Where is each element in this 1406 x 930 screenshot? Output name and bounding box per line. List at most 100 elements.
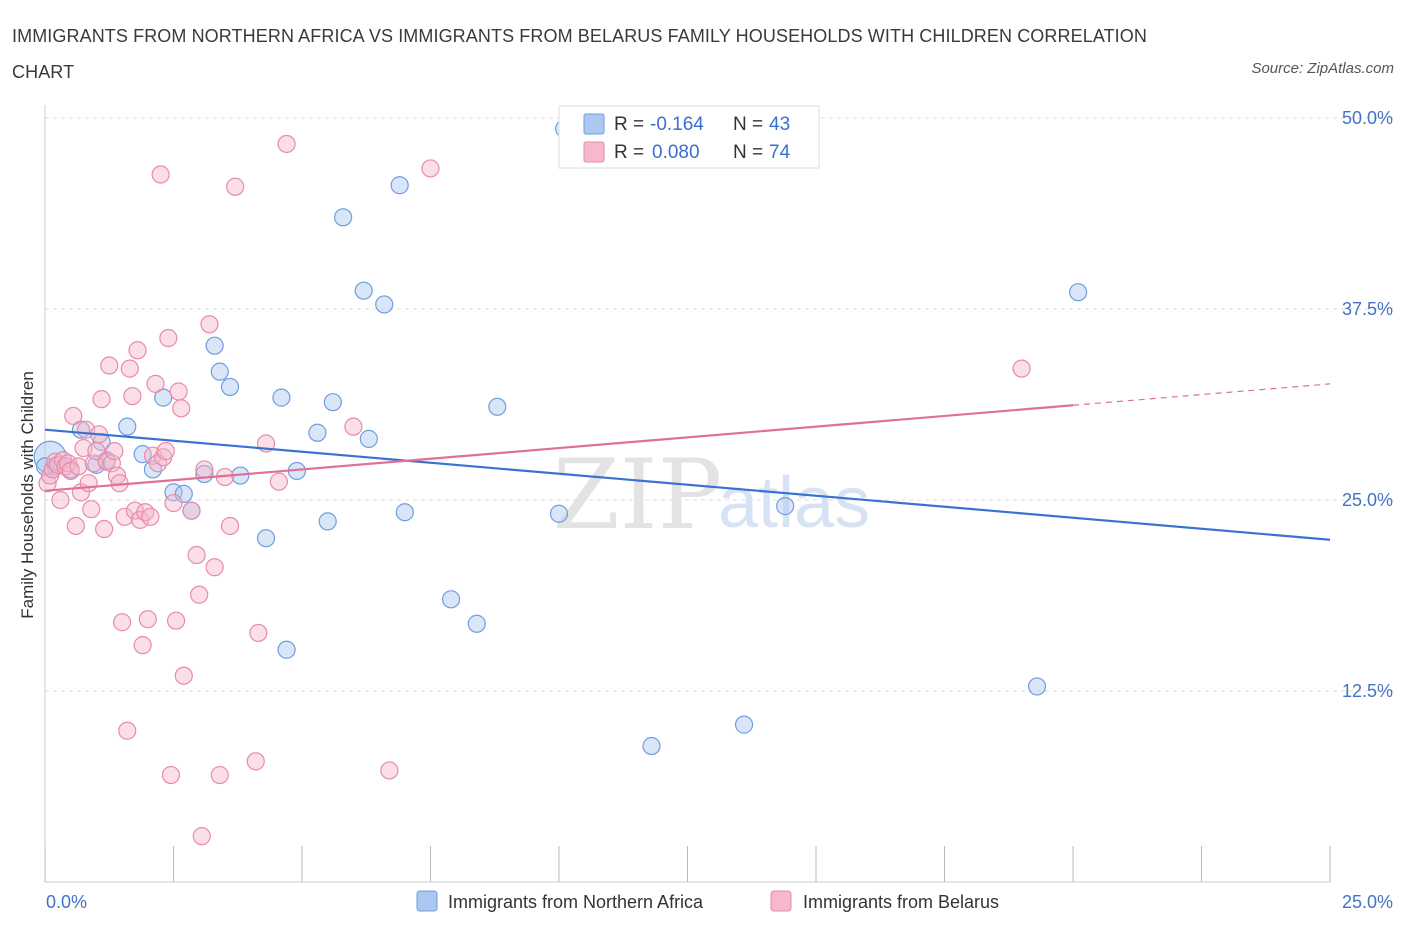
point-series-0-28 [359,429,378,448]
point-series-0-25 [323,393,342,412]
point-series-1-57 [192,827,211,846]
point-series-1-60 [205,558,224,577]
legend-swatch-northern-africa [416,890,438,912]
y-tick-label-0: 12.5% [1342,681,1393,701]
point-series-1-37 [133,636,152,655]
point-series-1-65 [246,752,265,771]
point-series-0-34 [488,397,507,416]
point-series-1-12 [69,457,88,476]
point-series-0-38 [734,715,754,734]
point-series-0-23 [308,423,327,442]
point-series-1-16 [79,474,98,493]
x-tick-labels: 0.0% 25.0% [46,892,1393,912]
point-series-1-56 [190,585,209,604]
legend-n-value-1: 43 [769,114,790,135]
chart-title: IMMIGRANTS FROM NORTHERN AFRICA VS IMMIG… [12,26,1147,82]
point-series-1-71 [380,761,399,780]
point-series-0-16 [210,362,229,381]
point-series-1-44 [151,165,170,184]
y-tick-labels: 12.5% 25.0% 37.5% 50.0% [1342,108,1393,701]
point-series-1-55 [187,545,206,565]
legend-label-belarus: Immigrants from Belarus [803,892,999,912]
x-tick-label-1: 25.0% [1342,892,1393,912]
trend-line-belarus [44,404,1074,492]
point-series-1-17 [82,500,101,519]
legend-n-label-2: N = [733,142,763,163]
point-series-1-47 [159,328,178,348]
point-series-1-32 [120,359,139,378]
point-series-1-69 [277,134,296,154]
x-tick-label-0: 0.0% [46,892,87,912]
point-series-1-24 [100,356,119,375]
source-credit: Source: ZipAtlas.com [1251,60,1394,77]
point-series-1-61 [210,765,229,785]
point-series-1-51 [169,382,188,401]
point-series-0-39 [776,497,795,516]
point-series-1-70 [344,417,363,436]
point-series-0-31 [395,503,414,522]
point-series-1-31 [118,721,137,740]
point-series-0-15 [205,336,224,355]
point-series-1-39 [138,610,157,629]
legend-swatch-belarus [770,890,792,912]
point-series-1-72 [421,159,440,178]
point-series-1-48 [161,765,181,785]
point-series-0-12 [174,484,193,503]
point-series-0-29 [375,295,394,314]
legend-swatch-blue [583,113,605,135]
point-series-0-33 [467,614,486,633]
point-series-1-68 [269,472,288,491]
legend-r-value-2: 0.080 [652,142,700,163]
point-series-0-26 [334,208,353,227]
point-series-0-37 [642,736,661,756]
y-tick-label-1: 25.0% [1342,490,1393,510]
point-series-1-54 [182,501,201,520]
point-series-1-5 [51,490,70,510]
point-series-0-35 [549,504,569,523]
legend-r-value-1: -0.164 [650,114,704,135]
point-series-1-11 [66,516,85,536]
legend-r-label-2: R = [614,142,644,163]
point-series-1-42 [146,374,165,393]
point-series-0-30 [390,176,409,195]
point-series-1-22 [95,519,114,539]
trend-lines [44,383,1331,541]
point-series-1-66 [249,623,268,643]
point-series-0-41 [1069,283,1088,302]
point-series-0-27 [354,281,373,300]
y-axis-label: Family Households with Children [18,371,37,619]
watermark-zip: ZIP [553,439,722,551]
legend-swatch-pink [583,141,605,163]
legend-label-northern-africa: Immigrants from Northern Africa [448,892,704,912]
y-tick-label-3: 50.0% [1342,108,1393,128]
point-series-0-10 [154,388,173,407]
legend-n-value-2: 74 [769,142,791,163]
point-series-1-58 [195,460,214,479]
point-series-1-10 [64,406,83,426]
trend-line-belarus-extrapolated [1072,383,1331,406]
point-series-0-17 [220,377,240,397]
point-series-1-52 [172,399,191,418]
point-series-1-63 [220,516,240,536]
point-series-1-49 [164,493,183,513]
point-series-1-53 [174,666,193,685]
point-series-1-26 [105,442,124,461]
point-series-1-29 [112,613,132,632]
point-series-1-35 [128,341,147,360]
watermark-atlas: atlas [718,463,870,543]
axes [44,105,1331,883]
watermark: ZIP atlas [553,439,870,551]
point-series-1-33 [123,386,142,406]
point-series-1-50 [166,611,186,630]
point-series-0-32 [441,590,461,609]
legend-r-label-1: R = [614,114,644,135]
gridlines [45,117,1395,692]
series-legend: Immigrants from Northern Africa Immigran… [416,890,999,912]
point-series-0-24 [318,512,337,531]
point-series-0-7 [118,417,137,436]
point-series-1-30 [115,507,134,526]
point-series-1-40 [141,507,160,526]
data-points [33,119,1088,846]
trend-line-northern-africa [44,428,1331,541]
